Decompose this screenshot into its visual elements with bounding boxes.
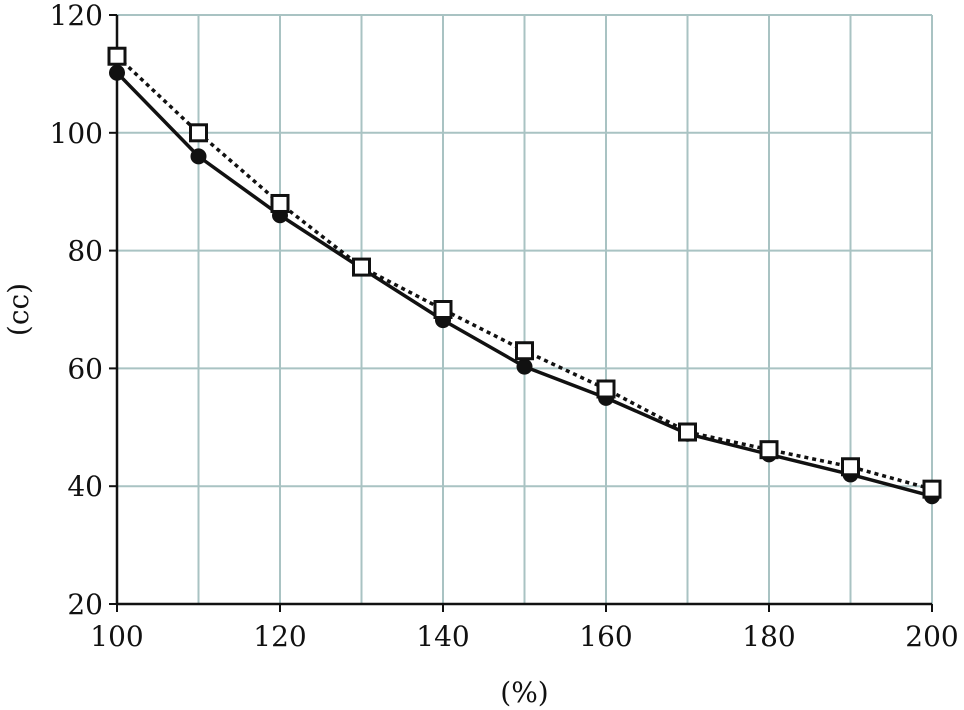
data-point-square — [352, 257, 371, 277]
x-tick-label: 120 — [253, 620, 306, 653]
x-tick-label: 200 — [905, 620, 958, 653]
tick-labels: 100 120 140 160 180 200 20 40 60 80 100 120 — [50, 0, 959, 653]
y-tick-label: 60 — [67, 352, 103, 385]
data-point-square — [678, 422, 697, 442]
data-point-circle — [190, 148, 207, 165]
data-point-circle — [516, 358, 533, 375]
x-tick-label: 160 — [579, 620, 632, 653]
data-point-square — [922, 479, 942, 499]
y-tick-label: 120 — [50, 0, 103, 32]
grid — [116, 14, 933, 605]
axes — [115, 15, 932, 606]
data-point-square — [433, 300, 453, 319]
x-axis-label: (%) — [500, 676, 548, 709]
x-tick-label: 180 — [742, 620, 795, 653]
data-point-square — [515, 341, 534, 361]
y-tick-label: 80 — [67, 235, 103, 268]
data-point-square — [759, 440, 779, 460]
y-tick-label: 20 — [67, 588, 103, 621]
y-tick-label: 40 — [67, 470, 103, 503]
x-tick-label: 100 — [90, 620, 143, 653]
series-area — [107, 46, 942, 505]
data-point-square — [596, 379, 616, 399]
data-point-square — [841, 457, 860, 477]
y-axis-label: (cc) — [2, 283, 35, 336]
y-tick-label: 100 — [50, 117, 103, 150]
data-point-square — [189, 123, 208, 143]
data-point-circle — [109, 64, 125, 81]
x-tick-label: 140 — [416, 620, 469, 653]
data-point-square — [270, 193, 290, 213]
data-point-square — [107, 46, 127, 66]
